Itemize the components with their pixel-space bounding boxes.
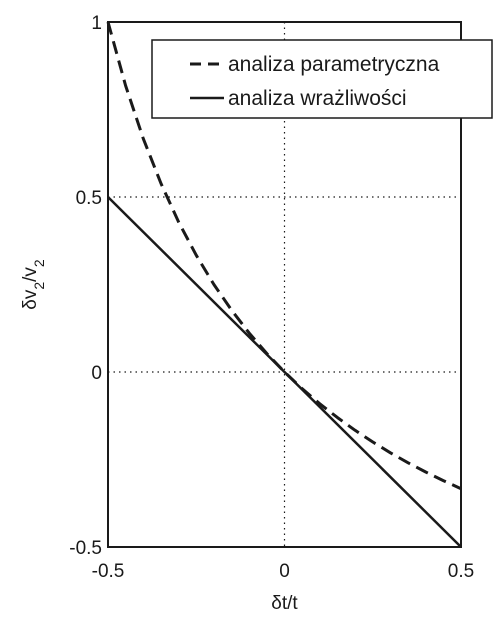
axes-box bbox=[107, 21, 462, 548]
legend-label-analiza-wrazliwosci: analiza wrażliwości bbox=[228, 87, 407, 110]
y-axis-label-slash: /v bbox=[20, 267, 41, 282]
tick-labels: -0.5 0 0.5 -0.5 0 0.5 1 bbox=[69, 13, 474, 582]
y-axis-label-main: δv bbox=[20, 289, 41, 310]
x-tick-label: 0 bbox=[279, 561, 290, 582]
x-tick-label: -0.5 bbox=[92, 561, 125, 582]
series-layer bbox=[106, 21, 462, 548]
x-tick-label: 0.5 bbox=[448, 561, 474, 582]
series-line-analiza-wrazliwosci bbox=[107, 196, 462, 548]
y-axis-label-sub: 2 bbox=[31, 282, 47, 290]
y-axis-label: δv2/v2 bbox=[20, 259, 47, 310]
y-tick-label: 0.5 bbox=[76, 188, 102, 209]
legend-box bbox=[151, 39, 493, 119]
x-axis-label: δt/t bbox=[271, 593, 298, 614]
legend-label-analiza-parametryczna: analiza parametryczna bbox=[228, 53, 440, 76]
y-tick-label: 0 bbox=[91, 363, 102, 384]
series-line-analiza-parametryczna bbox=[106, 21, 462, 491]
y-tick-label: -0.5 bbox=[69, 538, 102, 559]
y-axis-label-sub2: 2 bbox=[31, 259, 47, 267]
y-tick-label: 1 bbox=[91, 13, 102, 34]
legend: analiza parametryczna analiza wrażliwośc… bbox=[151, 39, 493, 119]
